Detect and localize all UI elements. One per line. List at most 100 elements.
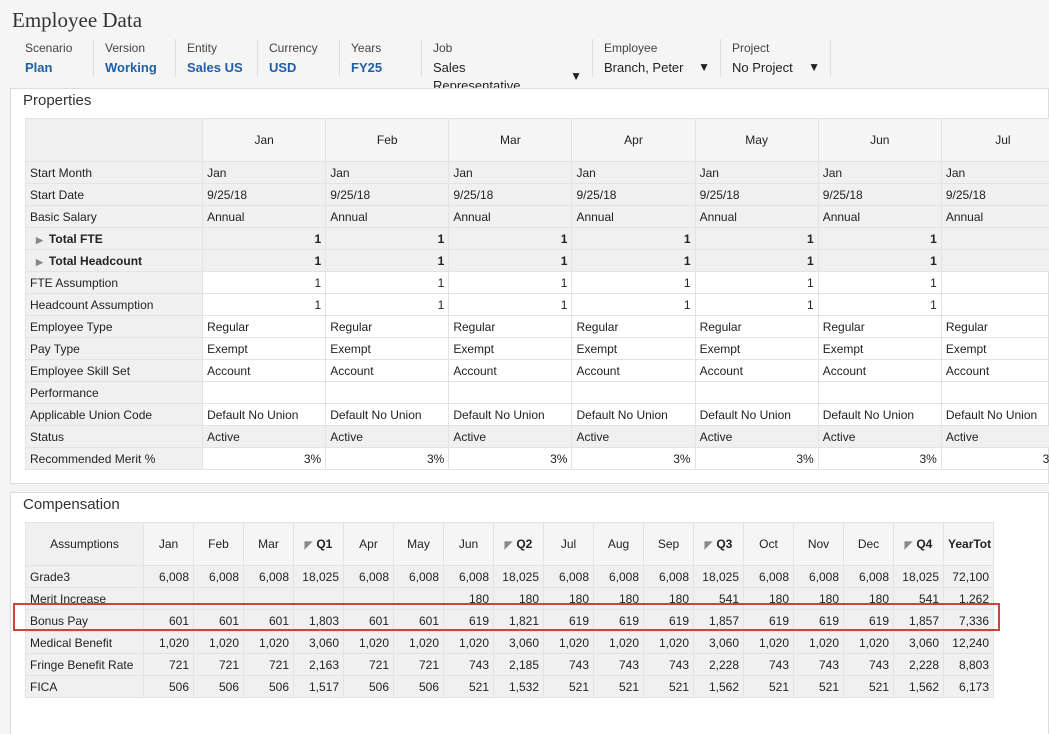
data-cell[interactable]: Annual: [449, 206, 572, 228]
data-cell[interactable]: 6,173: [944, 676, 994, 698]
data-cell[interactable]: 1: [941, 272, 1049, 294]
data-cell[interactable]: 1: [941, 228, 1049, 250]
pov-version[interactable]: Version Working: [94, 39, 176, 77]
data-cell[interactable]: Default No Union: [572, 404, 695, 426]
data-cell[interactable]: Active: [449, 426, 572, 448]
data-cell[interactable]: Default No Union: [695, 404, 818, 426]
data-cell[interactable]: 1,020: [344, 632, 394, 654]
data-cell[interactable]: 1: [326, 294, 449, 316]
data-cell[interactable]: 3%: [695, 448, 818, 470]
data-cell[interactable]: 1: [449, 250, 572, 272]
data-cell[interactable]: 721: [244, 654, 294, 676]
pov-employee[interactable]: Employee Branch, Peter ▼: [593, 39, 721, 77]
data-cell[interactable]: Regular: [941, 316, 1049, 338]
data-cell[interactable]: Default No Union: [941, 404, 1049, 426]
data-cell[interactable]: Regular: [449, 316, 572, 338]
data-cell[interactable]: 1,020: [794, 632, 844, 654]
data-cell[interactable]: 506: [344, 676, 394, 698]
pov-currency-value[interactable]: USD: [269, 59, 329, 77]
expand-icon[interactable]: ▶: [36, 257, 43, 267]
data-cell[interactable]: Account: [818, 360, 941, 382]
data-cell[interactable]: 521: [744, 676, 794, 698]
data-cell[interactable]: 1,020: [844, 632, 894, 654]
data-cell[interactable]: [449, 382, 572, 404]
data-cell[interactable]: 721: [394, 654, 444, 676]
data-cell[interactable]: 18,025: [494, 566, 544, 588]
data-cell[interactable]: 6,008: [144, 566, 194, 588]
data-cell[interactable]: 521: [844, 676, 894, 698]
data-cell[interactable]: Jan: [572, 162, 695, 184]
data-cell[interactable]: Default No Union: [818, 404, 941, 426]
data-cell[interactable]: 743: [844, 654, 894, 676]
data-cell[interactable]: 1,020: [594, 632, 644, 654]
data-cell[interactable]: Account: [203, 360, 326, 382]
data-cell[interactable]: 3,060: [694, 632, 744, 654]
data-cell[interactable]: 506: [244, 676, 294, 698]
data-cell[interactable]: 743: [794, 654, 844, 676]
data-cell[interactable]: Default No Union: [203, 404, 326, 426]
data-cell[interactable]: Annual: [572, 206, 695, 228]
data-cell[interactable]: 6,008: [594, 566, 644, 588]
column-header[interactable]: ◤Q1: [294, 523, 344, 566]
data-cell[interactable]: 2,228: [894, 654, 944, 676]
data-cell[interactable]: 743: [744, 654, 794, 676]
data-cell[interactable]: 1: [572, 272, 695, 294]
data-cell[interactable]: Active: [941, 426, 1049, 448]
data-cell[interactable]: 6,008: [844, 566, 894, 588]
data-cell[interactable]: Account: [941, 360, 1049, 382]
data-cell[interactable]: Exempt: [941, 338, 1049, 360]
data-cell[interactable]: 9/25/18: [572, 184, 695, 206]
data-cell[interactable]: Default No Union: [449, 404, 572, 426]
data-cell[interactable]: 3,060: [494, 632, 544, 654]
data-cell[interactable]: Default No Union: [326, 404, 449, 426]
data-cell[interactable]: 1: [695, 228, 818, 250]
data-cell[interactable]: Regular: [203, 316, 326, 338]
data-cell[interactable]: Regular: [572, 316, 695, 338]
data-cell[interactable]: Jan: [941, 162, 1049, 184]
data-cell[interactable]: 1: [572, 250, 695, 272]
collapse-quarter-icon[interactable]: ◤: [505, 540, 513, 551]
pov-job[interactable]: Job Sales Representative ▼: [422, 39, 593, 77]
data-cell[interactable]: 2,163: [294, 654, 344, 676]
data-cell[interactable]: 1: [818, 228, 941, 250]
data-cell[interactable]: Active: [326, 426, 449, 448]
data-cell[interactable]: 1: [449, 272, 572, 294]
data-cell[interactable]: 6,008: [244, 566, 294, 588]
data-cell[interactable]: Active: [203, 426, 326, 448]
data-cell[interactable]: 1: [203, 272, 326, 294]
data-cell[interactable]: 2,185: [494, 654, 544, 676]
data-cell[interactable]: 1: [572, 228, 695, 250]
data-cell[interactable]: 1: [449, 294, 572, 316]
data-cell[interactable]: 6,008: [794, 566, 844, 588]
data-cell[interactable]: Jan: [695, 162, 818, 184]
data-cell[interactable]: 72,100: [944, 566, 994, 588]
data-cell[interactable]: Exempt: [449, 338, 572, 360]
collapse-quarter-icon[interactable]: ◤: [705, 540, 713, 551]
data-cell[interactable]: 6,008: [544, 566, 594, 588]
data-cell[interactable]: Jan: [818, 162, 941, 184]
data-cell[interactable]: 1: [572, 294, 695, 316]
data-cell[interactable]: 18,025: [694, 566, 744, 588]
data-cell[interactable]: 1: [818, 250, 941, 272]
data-cell[interactable]: 3%: [941, 448, 1049, 470]
data-cell[interactable]: Exempt: [572, 338, 695, 360]
data-cell[interactable]: Active: [695, 426, 818, 448]
data-cell[interactable]: Exempt: [326, 338, 449, 360]
data-cell[interactable]: 1: [818, 294, 941, 316]
data-cell[interactable]: [572, 382, 695, 404]
data-cell[interactable]: 1,020: [194, 632, 244, 654]
data-cell[interactable]: 1: [203, 294, 326, 316]
data-cell[interactable]: 743: [544, 654, 594, 676]
column-header[interactable]: ◤Q4: [894, 523, 944, 566]
data-cell[interactable]: 1,562: [894, 676, 944, 698]
data-cell[interactable]: Exempt: [818, 338, 941, 360]
data-cell[interactable]: 3%: [203, 448, 326, 470]
data-cell[interactable]: 1,020: [744, 632, 794, 654]
pov-scenario[interactable]: Scenario Plan: [14, 39, 94, 77]
data-cell[interactable]: 3%: [449, 448, 572, 470]
data-cell[interactable]: Annual: [203, 206, 326, 228]
data-cell[interactable]: 1,020: [144, 632, 194, 654]
pov-entity-value[interactable]: Sales US: [187, 59, 247, 77]
data-cell[interactable]: Account: [449, 360, 572, 382]
data-cell[interactable]: 521: [794, 676, 844, 698]
